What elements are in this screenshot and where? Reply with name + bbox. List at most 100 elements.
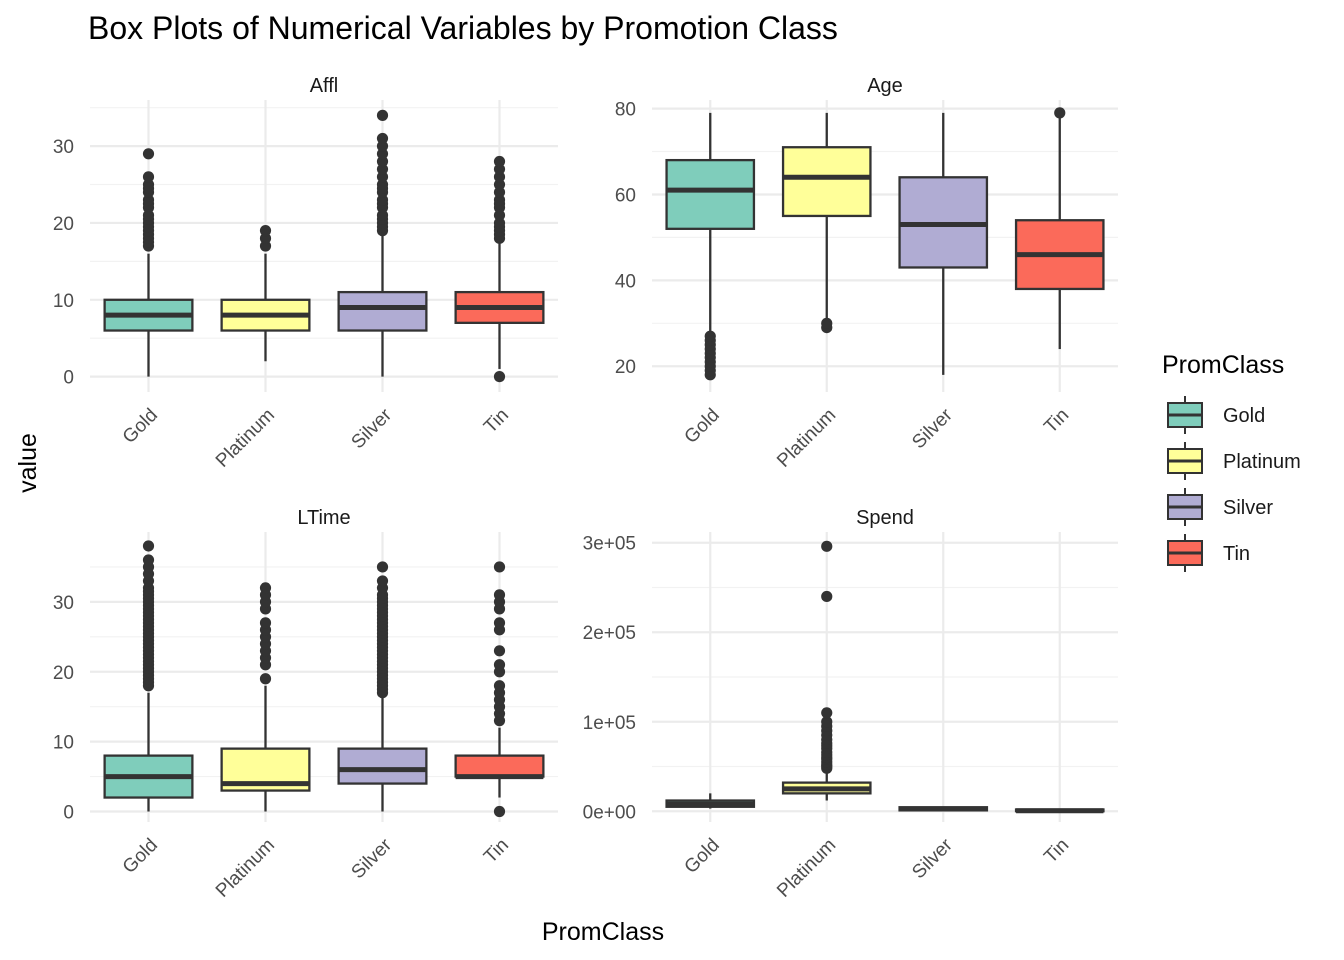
outlier-point <box>376 109 389 121</box>
box-silver <box>337 561 428 812</box>
outlier-point <box>142 194 155 206</box>
outlier-point <box>493 659 506 671</box>
box-tin <box>454 561 545 818</box>
legend-item-gold: Gold <box>1167 396 1265 434</box>
panel-age: Age 20 40 60 80 Gold Platinum Silver Tin <box>615 75 1118 472</box>
legend-item-platinum: Platinum <box>1167 442 1301 480</box>
legend-label: Tin <box>1223 543 1250 565</box>
y-tick-label: 10 <box>53 733 74 754</box>
outlier-point <box>493 617 506 629</box>
outlier-point <box>376 209 389 221</box>
outlier-point <box>821 716 833 728</box>
y-tick-label: 1e+05 <box>583 713 636 734</box>
x-tick-label: Platinum <box>212 405 279 472</box>
box-platinum <box>781 112 872 334</box>
box-iqr <box>337 747 428 785</box>
x-tick-label: Gold <box>681 405 724 448</box>
box-platinum <box>781 540 872 801</box>
y-tick-label: 80 <box>615 100 636 121</box>
outlier-point <box>493 680 506 692</box>
outlier-point <box>821 317 833 329</box>
y-tick-label: 0 <box>63 803 74 824</box>
x-tick-label: Platinum <box>773 835 840 902</box>
panel-affl: Affl 0 10 20 30 Gold Platinum Silver Tin <box>53 75 558 472</box>
box-iqr <box>454 754 545 778</box>
y-tick-label: 20 <box>53 663 74 684</box>
legend-label: Platinum <box>1223 451 1301 473</box>
outlier-point <box>376 194 389 206</box>
y-tick-label: 30 <box>53 137 74 158</box>
outlier-point <box>142 178 155 191</box>
y-axis-title: value <box>14 433 42 493</box>
outlier-point <box>376 575 389 587</box>
outlier-point <box>493 589 506 601</box>
outlier-point <box>493 194 506 206</box>
x-tick-label: Platinum <box>773 405 840 472</box>
box-gold <box>665 112 756 381</box>
x-tick-label: Silver <box>348 834 397 883</box>
x-tick-label: Tin <box>1040 835 1073 868</box>
x-tick-label: Platinum <box>212 835 279 902</box>
outlier-point <box>142 171 155 183</box>
outlier-point <box>493 186 506 198</box>
outlier-point <box>493 178 506 191</box>
outlier-point <box>142 554 155 566</box>
outlier-point <box>704 330 716 342</box>
x-tick-label: Tin <box>1040 405 1073 438</box>
x-tick-label: Silver <box>908 834 957 883</box>
box-silver <box>898 806 989 812</box>
legend: Gold Platinum Silver Tin <box>1167 396 1301 572</box>
x-axis-title: PromClass <box>542 918 664 946</box>
box-gold <box>665 793 756 809</box>
outlier-point <box>259 617 272 629</box>
outlier-point <box>376 148 389 160</box>
outlier-point <box>493 171 506 183</box>
y-tick-label: 3e+05 <box>583 534 636 555</box>
legend-label: Gold <box>1223 405 1265 427</box>
x-tick-label: Gold <box>119 835 162 878</box>
panel-strip-label: Affl <box>310 75 339 97</box>
outlier-point <box>376 163 389 175</box>
outlier-point <box>493 163 506 175</box>
box-iqr <box>337 290 428 332</box>
y-tick-label: 10 <box>53 291 74 312</box>
box-tin <box>1014 808 1105 814</box>
chart-title: Box Plots of Numerical Variables by Prom… <box>88 10 838 46</box>
box-platinum <box>220 582 311 812</box>
box-iqr <box>665 158 756 230</box>
outlier-point <box>493 805 506 818</box>
legend-item-silver: Silver <box>1167 488 1273 526</box>
box-platinum <box>220 225 311 362</box>
outlier-point <box>821 540 833 552</box>
outlier-point <box>376 155 389 168</box>
outlier-point <box>821 590 833 603</box>
outlier-point <box>493 217 506 229</box>
y-tick-label: 30 <box>53 593 74 614</box>
outlier-point <box>259 240 272 252</box>
y-tick-label: 60 <box>615 185 636 206</box>
box-silver <box>898 112 989 375</box>
outlier-point <box>376 132 389 145</box>
box-gold <box>103 540 194 812</box>
x-tick-label: Silver <box>908 404 957 453</box>
box-silver <box>337 109 428 377</box>
outlier-point <box>493 155 506 168</box>
outlier-point <box>493 561 506 573</box>
box-gold <box>103 148 194 377</box>
x-tick-label: Tin <box>480 835 513 868</box>
panel-strip-label: Age <box>867 75 903 97</box>
outlier-point <box>1054 107 1066 119</box>
y-tick-label: 20 <box>53 214 74 235</box>
outlier-point <box>376 140 389 152</box>
x-tick-label: Tin <box>480 405 513 438</box>
y-tick-label: 0 <box>63 368 74 389</box>
y-tick-label: 20 <box>615 357 636 378</box>
outlier-point <box>259 232 272 244</box>
panel-ltime: LTime 0 10 20 30 Gold Platinum Silver Tin <box>53 507 558 902</box>
facet-panels: Affl 0 10 20 30 Gold Platinum Silver Tin Age 20 40 6… <box>53 75 1118 902</box>
outlier-point <box>493 209 506 221</box>
outlier-point <box>142 148 155 160</box>
outlier-point <box>493 645 506 657</box>
